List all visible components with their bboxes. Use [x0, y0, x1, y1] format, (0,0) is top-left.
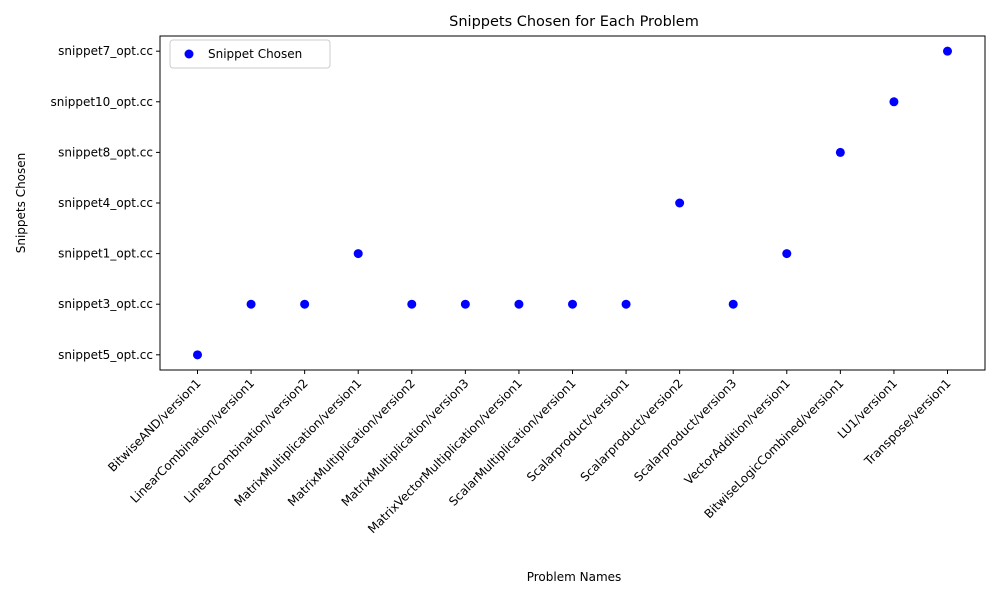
chart-title: Snippets Chosen for Each Problem	[449, 14, 699, 30]
data-point	[835, 147, 845, 157]
y-tick-label: snippet1_opt.cc	[58, 247, 153, 261]
data-points	[193, 46, 952, 360]
y-axis-ticks: snippet5_opt.cc snippet3_opt.cc snippet1_o…	[51, 44, 160, 362]
y-tick-label: snippet10_opt.cc	[51, 95, 153, 109]
y-tick-label: snippet4_opt.cc	[58, 196, 153, 210]
data-point	[246, 299, 256, 309]
y-tick-label: snippet8_opt.cc	[58, 145, 153, 159]
data-point	[568, 299, 577, 309]
data-point	[460, 299, 470, 309]
y-tick-label: snippet3_opt.cc	[58, 297, 153, 311]
data-point	[728, 299, 738, 309]
legend: Snippet Chosen	[169, 39, 331, 69]
legend-marker	[184, 49, 194, 59]
data-point	[353, 249, 363, 259]
legend-frame	[169, 39, 331, 69]
data-point	[514, 299, 524, 309]
data-point	[782, 249, 792, 259]
y-axis-label: Snippets Chosen	[14, 153, 28, 254]
data-point	[621, 299, 631, 309]
x-axis-label: Problem Names	[527, 570, 622, 584]
legend-label: Snippet Chosen	[208, 47, 302, 61]
data-point	[300, 299, 310, 309]
data-point	[943, 46, 952, 56]
data-point	[407, 299, 417, 309]
data-point	[675, 198, 685, 208]
y-tick-label: snippet5_opt.cc	[58, 348, 153, 362]
data-point	[889, 97, 899, 107]
y-tick-label: snippet7_opt.cc	[58, 44, 153, 58]
data-point	[193, 350, 202, 360]
